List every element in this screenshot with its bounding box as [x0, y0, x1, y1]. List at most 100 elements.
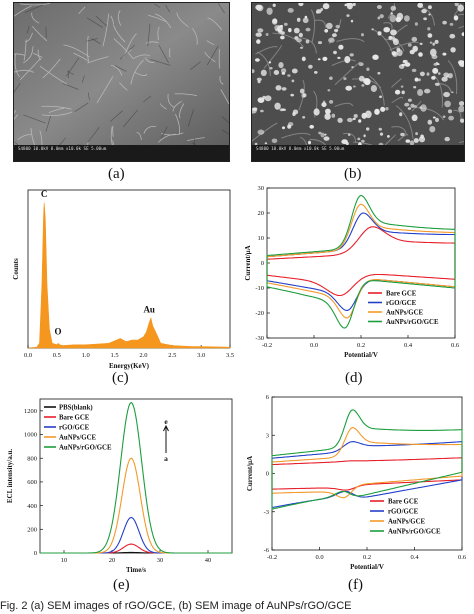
sem-nanoparticle — [388, 35, 393, 40]
sem-nanoparticle — [447, 73, 453, 79]
sem-nanoparticle — [302, 116, 306, 119]
sem-nanoparticle — [313, 108, 320, 116]
sem-nanoparticle — [256, 77, 262, 82]
sem-nanoparticle — [265, 33, 269, 36]
trend-arrow-head — [163, 424, 169, 432]
y-tick-label: -10 — [255, 285, 264, 292]
sem-wrinkle — [167, 93, 175, 108]
sem-nanoparticle — [383, 27, 390, 33]
sem-nanoparticle — [401, 90, 405, 95]
sem-nanoparticle — [308, 140, 311, 145]
sem-nanoparticle — [431, 54, 438, 59]
sem-wrinkle — [219, 75, 224, 85]
sem-nanoparticle — [429, 41, 433, 44]
sem-wrinkle — [411, 100, 422, 112]
y-tick-label: 0 — [266, 471, 269, 478]
x-axis-label: Potential/V — [350, 563, 384, 571]
cv-series-line — [271, 441, 463, 509]
sem-nanoparticle — [378, 142, 384, 145]
sem-nanoparticle — [407, 98, 412, 102]
x-tick-label: 0.4 — [410, 554, 419, 561]
sem-wrinkle — [148, 14, 166, 22]
eds-spectrum-area — [27, 202, 231, 349]
sem-wrinkle — [96, 76, 114, 104]
sem-wrinkle — [30, 127, 36, 145]
sem-wrinkle — [145, 41, 159, 44]
sem-shadow — [26, 25, 30, 34]
sem-nanoparticle — [458, 105, 464, 113]
sem-nanoparticle — [424, 88, 431, 94]
sem-nanoparticle — [427, 33, 433, 38]
sem-nanoparticle — [264, 142, 268, 145]
arrow-label-bottom: a — [164, 454, 168, 463]
sem-wrinkle — [175, 113, 181, 135]
sem-nanoparticle — [423, 17, 427, 21]
sem-nanoparticle — [255, 32, 262, 37]
sem-shadow — [165, 4, 171, 13]
sem-wrinkle — [447, 59, 458, 95]
ecl-series-line — [40, 516, 232, 554]
x-tick-label: 2.0 — [139, 352, 147, 359]
sem-nanoparticle — [346, 3, 351, 6]
sem-nanoparticle — [432, 67, 439, 74]
panel-label-f: (f) — [348, 577, 363, 593]
y-tick-label: 1200 — [24, 408, 37, 415]
sem-nanoparticle — [431, 76, 436, 80]
sem-wrinkle — [41, 105, 72, 110]
sem-nanoparticle — [271, 138, 278, 144]
sem-nanoparticle — [358, 62, 364, 67]
sem-wrinkle — [334, 102, 354, 108]
x-tick-label: 3.5 — [226, 352, 234, 359]
sem-wrinkle — [133, 54, 150, 59]
panel-label-a: (a) — [108, 166, 125, 182]
sem-wrinkle — [124, 33, 137, 55]
sem-info-bar-a: S4800 10.0kV 8.0mm x10.0k SE 5.00um — [14, 145, 229, 161]
sem-wrinkle — [14, 5, 32, 17]
cv-series-line — [266, 194, 456, 329]
sem-nanoparticle — [280, 24, 283, 28]
sem-nanoparticle — [347, 133, 351, 136]
sem-wrinkle — [395, 24, 408, 34]
sem-nanoparticle — [438, 72, 441, 75]
sem-nanoparticle — [309, 124, 314, 129]
sem-nanoparticle — [432, 42, 436, 46]
sem-nanoparticle — [337, 56, 341, 60]
sem-wrinkle — [415, 107, 445, 121]
sem-nanoparticle — [366, 127, 370, 131]
sem-nanoparticle — [296, 17, 301, 22]
x-tick-label: 0.2 — [357, 342, 365, 349]
sem-nanoparticle — [298, 32, 303, 38]
ecl-series-line — [40, 401, 232, 554]
legend-entry: rGO/GCE — [386, 300, 417, 307]
sem-nanoparticle — [314, 71, 318, 74]
sem-nanoparticle — [299, 88, 305, 94]
sem-nanoparticle — [399, 112, 403, 117]
sem-nanoparticle — [278, 62, 284, 69]
sem-wrinkle — [37, 49, 42, 61]
sem-nanoparticle — [379, 95, 382, 99]
y-tick-label: 10 — [258, 235, 265, 242]
sem-nanoparticle — [352, 117, 356, 121]
sem-nanoparticle — [404, 62, 411, 67]
sem-nanoparticle — [417, 78, 421, 82]
sem-wrinkle — [397, 133, 409, 142]
sem-nanoparticle — [441, 76, 448, 82]
sem-nanoparticle — [291, 68, 298, 74]
sem-nanoparticle — [255, 58, 260, 62]
sem-nanoparticle — [460, 118, 464, 123]
sem-nanoparticle — [401, 63, 405, 67]
y-tick-label: -20 — [255, 310, 264, 317]
sem-wrinkle — [39, 65, 68, 85]
sem-nanoparticle — [308, 64, 313, 69]
sem-wrinkle — [23, 46, 34, 64]
sem-shadow — [62, 82, 79, 90]
legend-entry: Bare GCE — [59, 414, 90, 421]
sem-wrinkle — [391, 78, 402, 88]
sem-wrinkle — [220, 89, 229, 105]
sem-wrinkle — [310, 9, 316, 43]
sem-shadow — [221, 116, 229, 124]
sem-wrinkle — [134, 71, 148, 77]
sem-wrinkle — [160, 103, 167, 110]
sem-nanoparticle — [281, 87, 287, 91]
legend-entry: AuNPs/GCE — [388, 518, 425, 525]
